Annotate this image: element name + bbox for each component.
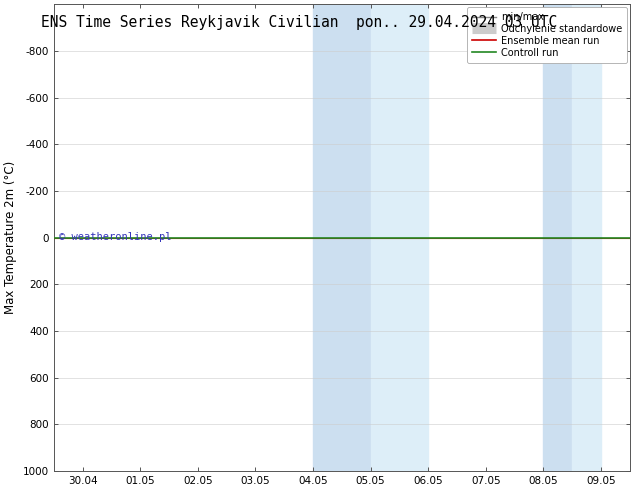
Y-axis label: Max Temperature 2m (°C): Max Temperature 2m (°C) — [4, 161, 17, 314]
Bar — [313, 4, 371, 471]
Text: © weatheronline.pl: © weatheronline.pl — [60, 232, 172, 242]
Legend: min/max, Odchylenie standardowe, Ensemble mean run, Controll run: min/max, Odchylenie standardowe, Ensembl… — [467, 7, 627, 63]
Text: pon.. 29.04.2024 03 UTC: pon.. 29.04.2024 03 UTC — [356, 15, 557, 30]
Bar — [543, 4, 573, 471]
Text: ENS Time Series Reykjavik Civilian: ENS Time Series Reykjavik Civilian — [41, 15, 339, 30]
Bar — [573, 4, 601, 471]
Bar — [371, 4, 428, 471]
